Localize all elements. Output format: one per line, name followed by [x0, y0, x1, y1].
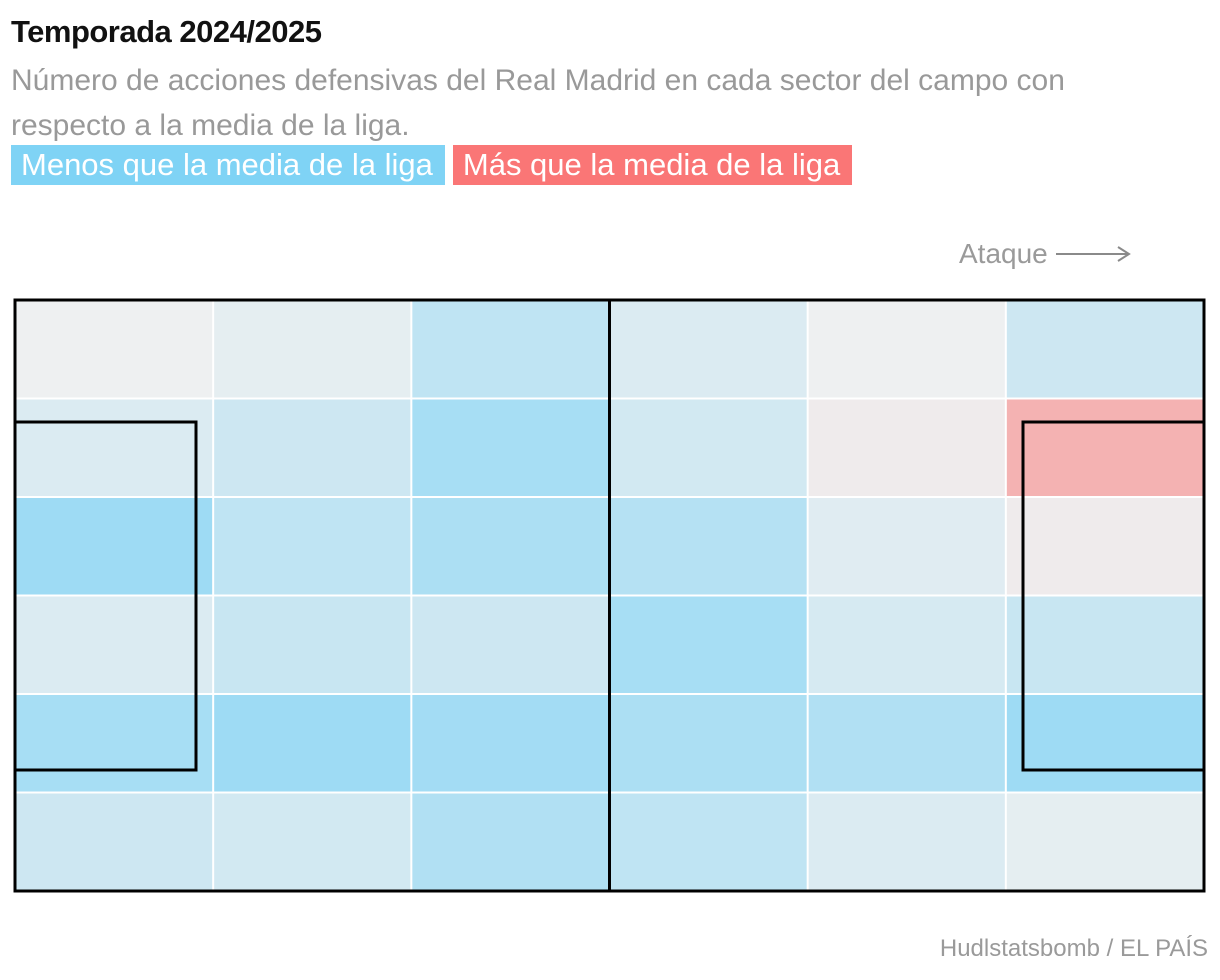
chart-title: Temporada 2024/2025: [11, 14, 322, 49]
legend-more-than-average: Más que la media de la liga: [452, 145, 853, 185]
heatmap-cell-r6-c3: [411, 792, 610, 891]
legend-less-than-average: Menos que la media de la liga: [11, 145, 445, 185]
attack-label: Ataque: [959, 238, 1048, 269]
heatmap-cell-r5-c3: [411, 694, 610, 793]
left-penalty-area: [13, 420, 198, 772]
heatmap-cell-r1-c5: [807, 300, 1006, 399]
heatmap-cell-r2-c4: [609, 398, 808, 497]
heatmap-cell-r4-c6: [1005, 595, 1204, 694]
heatmap-cell-r3-c4: [609, 497, 808, 596]
heatmap-cell-r3-c6: [1005, 497, 1204, 596]
heatmap-cell-r6-c4: [609, 792, 808, 891]
legend: Menos que la media de la liga Más que la…: [11, 145, 853, 185]
heatmap-cell-r5-c6: [1005, 694, 1204, 793]
heatmap-cell-r2-c1: [15, 398, 214, 497]
heatmap-cell-r3-c1: [15, 497, 214, 596]
heatmap-cell-r3-c5: [807, 497, 1006, 596]
arrow-right-icon: [1055, 246, 1131, 262]
heatmap-cell-r6-c5: [807, 792, 1006, 891]
heatmap-cell-r2-c6: [1005, 398, 1204, 497]
heatmap-cell-r1-c6: [1005, 300, 1204, 399]
chart-subtitle: Número de acciones defensivas del Real M…: [11, 64, 1065, 142]
heatmap-cell-r4-c2: [213, 595, 412, 694]
source-credit: Hudlstatsbomb / EL PAÍS: [939, 935, 1208, 962]
heatmap-cell-r5-c4: [609, 694, 808, 793]
heatmap-cell-r2-c2: [213, 398, 412, 497]
heatmap-cell-r2-c3: [411, 398, 610, 497]
heatmap-cell-r1-c2: [213, 300, 412, 399]
heatmap-cell-r2-c5: [807, 398, 1006, 497]
heatmap-cell-r1-c1: [15, 300, 214, 399]
heatmap-cell-r4-c5: [807, 595, 1006, 694]
pitch-lines: [13, 298, 1206, 893]
right-penalty-area: [1021, 420, 1206, 772]
heatmap-cell-r6-c1: [15, 792, 214, 891]
heatmap-cell-r3-c3: [411, 497, 610, 596]
heatmap-cell-r5-c2: [213, 694, 412, 793]
heatmap-cell-r5-c1: [15, 694, 214, 793]
heatmap-cells: [15, 300, 1204, 891]
heatmap-cell-r4-c1: [15, 595, 214, 694]
heatmap-cell-r4-c4: [609, 595, 808, 694]
heatmap-cell-r6-c6: [1005, 792, 1204, 891]
heatmap-cell-r4-c3: [411, 595, 610, 694]
heatmap-cell-r3-c2: [213, 497, 412, 596]
heatmap-cell-r1-c3: [411, 300, 610, 399]
heatmap-cell-r5-c5: [807, 694, 1006, 793]
heatmap-cell-r1-c4: [609, 300, 808, 399]
attack-direction: Ataque: [959, 238, 1132, 270]
heatmap-cell-r6-c2: [213, 792, 412, 891]
